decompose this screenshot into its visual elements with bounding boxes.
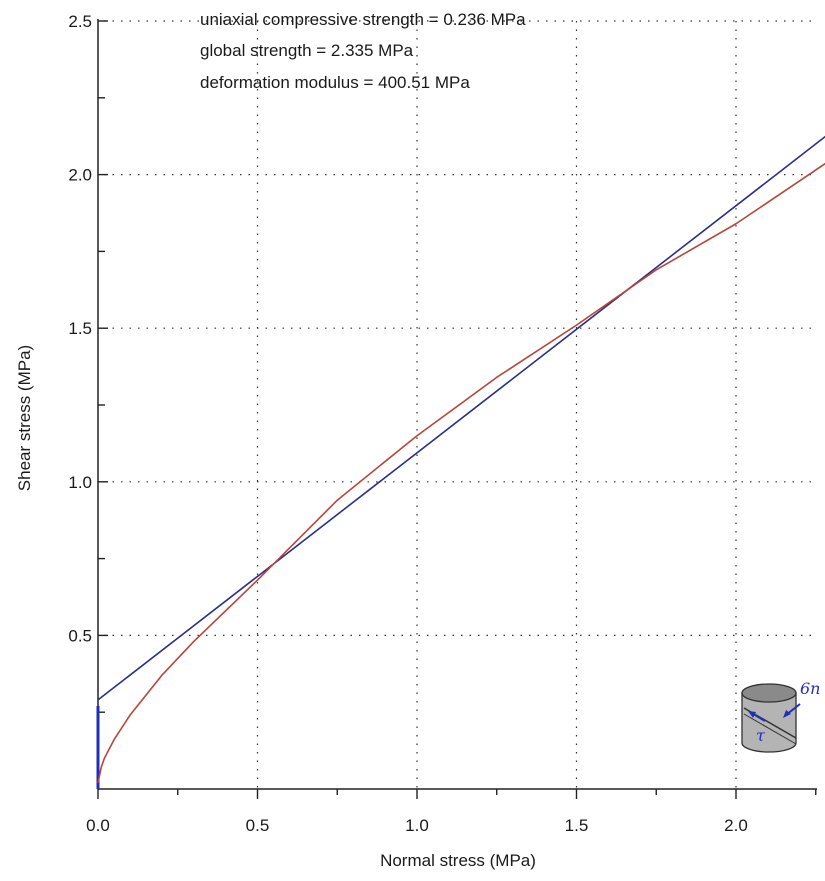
x-tick-label: 0.0: [86, 816, 110, 835]
series-layer: [97, 135, 825, 784]
shear-specimen-icon: 6n τ: [741, 679, 820, 753]
y-tick-label: 1.0: [68, 473, 92, 492]
annotation-ucs: uniaxial compressive strength = 0.236 MP…: [200, 10, 526, 29]
annotation-global-strength: global strength = 2.335 MPa: [200, 41, 414, 60]
annotations: uniaxial compressive strength = 0.236 MP…: [200, 10, 526, 92]
y-tick-label: 0.5: [68, 626, 92, 645]
x-axis-title: Normal stress (MPa): [380, 851, 536, 870]
y-tick-label: 1.5: [68, 319, 92, 338]
series-line-linear: [97, 135, 825, 701]
sigma-n-label: 6n: [800, 679, 820, 698]
x-tick-label: 2.0: [724, 816, 748, 835]
x-tick-label: 1.5: [565, 816, 589, 835]
tau-label: τ: [756, 726, 766, 745]
x-tick-label: 1.0: [405, 816, 429, 835]
series-line-curved: [97, 162, 825, 784]
y-axis-title: Shear stress (MPa): [15, 345, 34, 491]
y-tick-label: 2.5: [68, 12, 92, 31]
y-tick-label: 2.0: [68, 166, 92, 185]
grid-lines: [104, 20, 817, 789]
annotation-deformation-modulus: deformation modulus = 400.51 MPa: [200, 73, 470, 92]
axes: 0.0 0.5 1.0 1.5 2.0 0.5 1.0 1.5 2.0 2.5: [68, 12, 817, 835]
x-tick-label: 0.5: [246, 816, 270, 835]
